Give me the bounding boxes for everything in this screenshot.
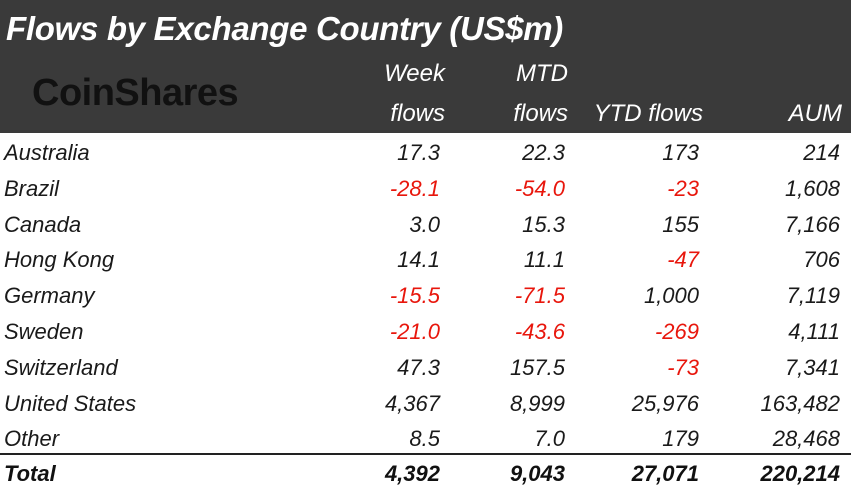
ytd-flows: 179 — [662, 426, 699, 452]
week-flows: 47.3 — [397, 354, 440, 380]
aum: 7,341 — [784, 354, 840, 380]
week-flows: 3.0 — [409, 211, 440, 237]
mtd-flows: 157.5 — [509, 354, 565, 380]
week-flows: 8.5 — [409, 426, 440, 452]
table-row: Sweden -21.0 -43.6 -269 4,111 — [0, 314, 851, 350]
week-flows: -28.1 — [389, 175, 440, 201]
total-label: Total — [4, 461, 56, 486]
country-name: Brazil — [4, 175, 60, 201]
total-divider — [0, 453, 851, 455]
country-name: Hong Kong — [4, 247, 115, 273]
mtd-flows: 8,999 — [509, 390, 565, 416]
country-name: Sweden — [4, 319, 84, 344]
ytd-flows: 25,976 — [631, 390, 699, 416]
col-mtd-label-1: MTD — [516, 60, 568, 87]
country-name: Germany — [4, 283, 95, 309]
table-row: Australia 17.3 22.3 173 214 — [0, 135, 851, 171]
total-row: Total 4,392 9,043 27,071 220,214 — [0, 456, 851, 492]
mtd-flows: -71.5 — [514, 283, 565, 309]
mtd-flows: 11.1 — [523, 247, 565, 273]
mtd-flows: -43.6 — [514, 319, 565, 344]
aum: 706 — [803, 247, 840, 273]
ytd-flows: -269 — [654, 319, 699, 344]
col-week-label-2: flows — [390, 100, 445, 127]
coinshares-logo: CoinShares — [32, 72, 239, 114]
ytd-flows: 173 — [662, 140, 699, 165]
country-name: Canada — [4, 211, 82, 237]
col-week-label-1: Week — [384, 60, 445, 87]
country-name: Other — [4, 426, 60, 452]
table-row: Germany -15.5 -71.5 1,000 7,119 — [0, 278, 851, 314]
col-ytd-label: YTD flows — [593, 100, 703, 127]
table-header: Flows by Exchange Country (US$m) CoinSha… — [0, 0, 851, 133]
ytd-flows: -47 — [667, 247, 699, 273]
week-flows: 14.1 — [397, 247, 440, 273]
table-row: United States 4,367 8,999 25,976 163,482 — [0, 386, 851, 422]
table-row: Canada 3.0 15.3 155 7,166 — [0, 207, 851, 243]
table-row: Brazil -28.1 -54.0 -23 1,608 — [0, 171, 851, 207]
ytd-flows: -73 — [667, 354, 699, 380]
ytd-flows: 1,000 — [643, 283, 699, 309]
week-flows: 4,367 — [384, 390, 440, 416]
mtd-flows: 15.3 — [522, 211, 565, 237]
table-row: Hong Kong 14.1 11.1 -47 706 — [0, 242, 851, 278]
aum: 4,111 — [788, 319, 840, 344]
col-aum-label: AUM — [788, 100, 842, 127]
aum: 163,482 — [760, 390, 840, 416]
week-flows: 17.3 — [397, 140, 440, 165]
ytd-flows: -23 — [667, 175, 699, 201]
total-aum: 220,214 — [760, 461, 840, 486]
total-ytd-flows: 27,071 — [631, 461, 699, 486]
table-row: Switzerland 47.3 157.5 -73 7,341 — [0, 350, 851, 386]
ytd-flows: 155 — [662, 211, 699, 237]
country-name: Australia — [4, 140, 90, 165]
aum: 7,119 — [786, 283, 840, 309]
aum: 1,608 — [784, 175, 840, 201]
col-mtd-label-2: flows — [513, 100, 568, 127]
table-row: Other 8.5 7.0 179 28,468 — [0, 421, 851, 457]
total-week-flows: 4,392 — [384, 461, 440, 486]
aum: 28,468 — [772, 426, 840, 452]
country-name: Switzerland — [4, 354, 118, 380]
mtd-flows: 7.0 — [534, 426, 565, 452]
table-title: Flows by Exchange Country (US$m) — [6, 10, 563, 47]
total-mtd-flows: 9,043 — [509, 461, 565, 486]
week-flows: -15.5 — [389, 283, 440, 309]
mtd-flows: 22.3 — [522, 140, 565, 165]
mtd-flows: -54.0 — [514, 175, 565, 201]
country-name: United States — [4, 390, 137, 416]
aum: 214 — [803, 140, 840, 165]
week-flows: -21.0 — [389, 319, 440, 344]
aum: 7,166 — [784, 211, 840, 237]
